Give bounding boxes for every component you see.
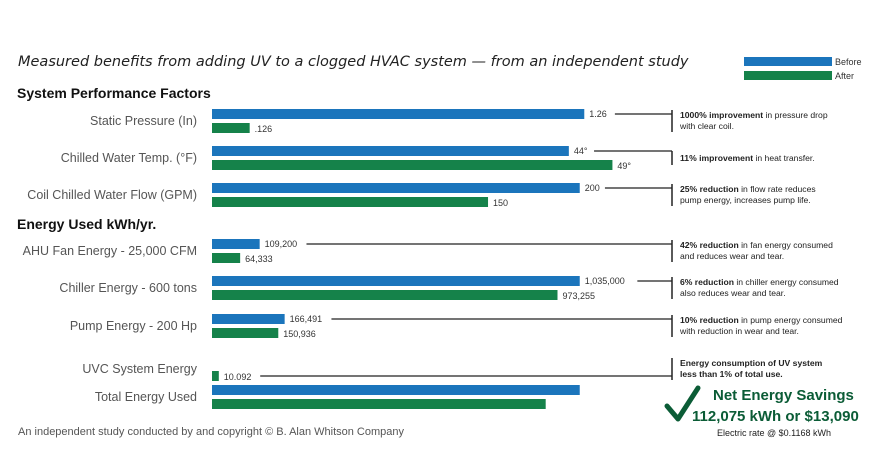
chart-title: Measured benefits from adding UV to a cl…	[18, 54, 689, 70]
value-label-before-coil-chilled-water-flow-gpm: 200	[585, 183, 600, 193]
bar-before-chilled-water-temp-f	[212, 146, 569, 156]
category-label-coil-chilled-water-flow-gpm: Coil Chilled Water Flow (GPM)	[27, 188, 197, 202]
category-label-total-energy-used: Total Energy Used	[95, 390, 197, 404]
bar-before-coil-chilled-water-flow-gpm	[212, 183, 580, 193]
value-label-after-static-pressure-in: .126	[255, 124, 273, 134]
value-label-before-ahu-fan-energy-25-000-cfm: 109,200	[265, 239, 298, 249]
bar-before-total-energy-used	[212, 385, 580, 395]
category-label-static-pressure-in: Static Pressure (In)	[90, 114, 197, 128]
note-line1-uvc-system-energy: Energy consumption of UV system	[680, 358, 823, 368]
bar-before-pump-energy-200-hp	[212, 314, 285, 324]
note-line2-static-pressure-in: with clear coil.	[679, 121, 734, 131]
bar-after-coil-chilled-water-flow-gpm	[212, 197, 489, 207]
section-heading-performance: System Performance Factors	[17, 85, 211, 101]
note-line1-pump-energy-200-hp: 10% reduction in pump energy consumed	[680, 315, 843, 325]
category-label-ahu-fan-energy-25-000-cfm: AHU Fan Energy - 25,000 CFM	[23, 244, 197, 258]
note-line2-uvc-system-energy: less than 1% of total use.	[680, 369, 783, 379]
category-label-chilled-water-temp-f: Chilled Water Temp. (°F)	[61, 151, 197, 165]
category-label-uvc-system-energy: UVC System Energy	[82, 362, 197, 376]
value-label-before-static-pressure-in: 1.26	[589, 109, 607, 119]
bar-before-chiller-energy-600-tons	[212, 276, 580, 286]
bars-layer: Static Pressure (In) 1.26 .126 1000% improv…	[23, 109, 843, 409]
note-line2-pump-energy-200-hp: with reduction in wear and tear.	[679, 326, 799, 336]
note-line1-ahu-fan-energy-25-000-cfm: 42% reduction in fan energy consumed	[680, 240, 833, 250]
value-label-before-chiller-energy-600-tons: 1,035,000	[585, 276, 625, 286]
value-label-before-pump-energy-200-hp: 166,491	[290, 314, 323, 324]
bar-after-chiller-energy-600-tons	[212, 290, 558, 300]
bar-before-ahu-fan-energy-25-000-cfm	[212, 239, 260, 249]
note-line1-coil-chilled-water-flow-gpm: 25% reduction in flow rate reduces	[680, 184, 816, 194]
legend-swatch-after	[744, 71, 832, 80]
legend-label-after: After	[835, 71, 854, 81]
bar-after-total-energy-used	[212, 399, 546, 409]
bar-after-uvc-system-energy	[212, 371, 219, 381]
note-line2-coil-chilled-water-flow-gpm: pump energy, increases pump life.	[680, 195, 811, 205]
note-line2-chiller-energy-600-tons: also reduces wear and tear.	[680, 288, 786, 298]
legend: Before After	[744, 57, 862, 81]
bar-before-static-pressure-in	[212, 109, 585, 119]
legend-label-before: Before	[835, 57, 862, 67]
value-label-after-chilled-water-temp-f: 49°	[617, 161, 631, 171]
value-label-after-pump-energy-200-hp: 150,936	[283, 329, 316, 339]
note-line1-static-pressure-in: 1000% improvement in pressure drop	[680, 110, 828, 120]
value-label-after-uvc-system-energy: 10.092	[224, 372, 252, 382]
net-savings-value: 112,075 kWh or $13,090	[692, 408, 859, 425]
value-label-before-chilled-water-temp-f: 44°	[574, 146, 588, 156]
note-line2-ahu-fan-energy-25-000-cfm: and reduces wear and tear.	[680, 251, 784, 261]
bar-after-chilled-water-temp-f	[212, 160, 613, 170]
section-heading-energy: Energy Used kWh/yr.	[17, 216, 156, 232]
electric-rate-note: Electric rate @ $0.1168 kWh	[717, 428, 831, 438]
category-label-pump-energy-200-hp: Pump Energy - 200 Hp	[70, 319, 197, 333]
legend-swatch-before	[744, 57, 832, 66]
bar-after-ahu-fan-energy-25-000-cfm	[212, 253, 241, 263]
bar-after-pump-energy-200-hp	[212, 328, 279, 338]
category-label-chiller-energy-600-tons: Chiller Energy - 600 tons	[59, 281, 197, 295]
checkmark-icon	[664, 385, 701, 422]
bar-after-static-pressure-in	[212, 123, 250, 133]
footer-copyright: An independent study conducted by and co…	[18, 426, 405, 438]
value-label-after-chiller-energy-600-tons: 973,255	[562, 291, 595, 301]
net-savings-title: Net Energy Savings	[713, 387, 854, 404]
note-line1-chilled-water-temp-f: 11% improvement in heat transfer.	[680, 153, 815, 163]
value-label-after-coil-chilled-water-flow-gpm: 150	[493, 198, 508, 208]
net-savings-box: Net Energy Savings 112,075 kWh or $13,09…	[664, 385, 859, 438]
note-line1-chiller-energy-600-tons: 6% reduction in chiller energy consumed	[680, 277, 839, 287]
value-label-after-ahu-fan-energy-25-000-cfm: 64,333	[245, 254, 273, 264]
